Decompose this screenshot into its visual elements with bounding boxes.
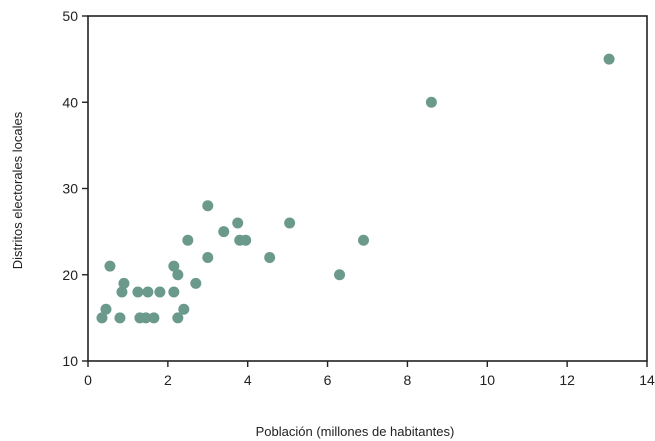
y-axis-ticks: 10 20 30 40 50	[62, 8, 88, 369]
data-point	[240, 234, 252, 246]
data-point	[190, 277, 202, 289]
data-point	[178, 303, 190, 315]
plot-border	[87, 15, 648, 362]
data-point	[168, 260, 180, 272]
data-point	[172, 312, 184, 324]
data-point	[202, 200, 214, 212]
data-point	[172, 269, 184, 281]
x-tick-label: 0	[84, 372, 92, 388]
y-axis-title: Distritos electorales locales	[10, 111, 25, 269]
x-axis-ticks: 0 2 4 6 8 10 12 14	[84, 361, 655, 388]
data-point	[132, 286, 144, 298]
plot-frame	[87, 15, 648, 362]
x-tick-label: 8	[404, 372, 412, 388]
data-point	[334, 269, 346, 281]
data-point	[114, 312, 126, 324]
data-point	[603, 53, 615, 65]
x-tick-label: 12	[559, 372, 575, 388]
x-tick-label: 10	[479, 372, 495, 388]
data-point	[154, 286, 166, 298]
y-tick-label: 20	[62, 267, 78, 283]
y-tick-label: 30	[62, 181, 78, 197]
data-point	[232, 217, 244, 229]
data-point	[358, 234, 370, 246]
data-point	[116, 286, 128, 298]
x-tick-label: 4	[244, 372, 252, 388]
data-point	[264, 252, 276, 263]
data-point	[202, 252, 214, 263]
data-point	[168, 286, 180, 298]
data-point	[142, 286, 154, 298]
data-points	[96, 53, 615, 324]
data-point	[425, 96, 437, 108]
data-point	[96, 312, 108, 324]
data-point	[182, 234, 194, 246]
data-point	[118, 277, 130, 289]
data-point	[284, 217, 296, 229]
x-axis-title: Población (millones de habitantes)	[256, 424, 455, 439]
data-point	[100, 303, 112, 315]
x-tick-label: 2	[164, 372, 172, 388]
x-tick-label: 6	[324, 372, 332, 388]
y-tick-label: 10	[62, 353, 78, 369]
data-point	[104, 260, 116, 272]
data-point	[218, 226, 230, 238]
y-tick-label: 50	[62, 8, 78, 24]
data-point	[148, 312, 160, 324]
x-tick-label: 14	[639, 372, 655, 388]
data-point	[140, 312, 152, 324]
y-tick-label: 40	[62, 94, 78, 110]
